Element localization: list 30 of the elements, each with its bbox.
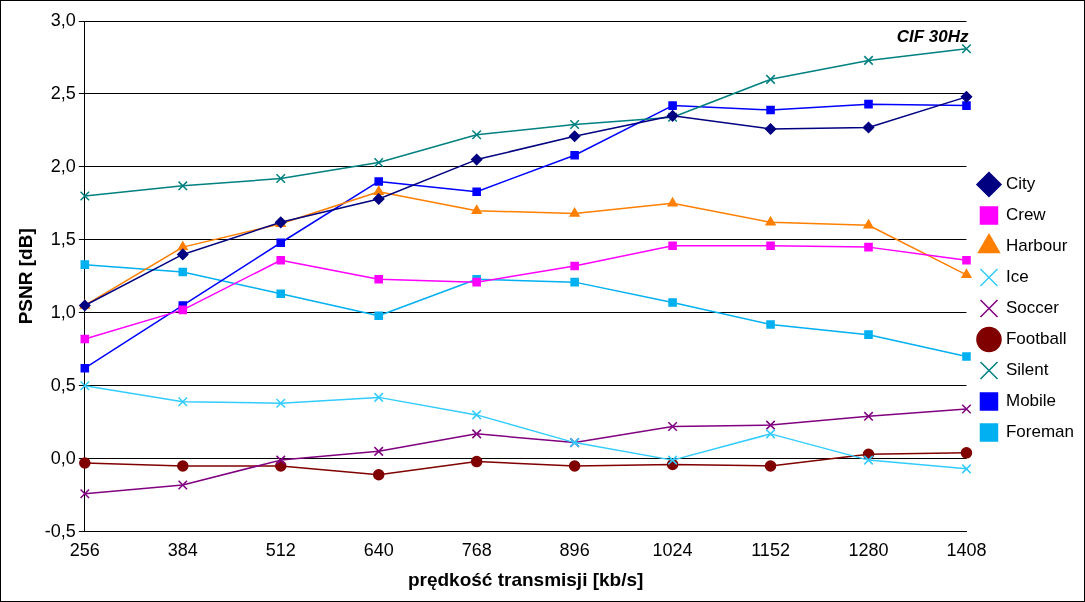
x-tick-label: 1280 — [848, 540, 889, 561]
y-tick-label: 0,0 — [50, 447, 76, 468]
y-axis-title: PSNR [dB] — [14, 228, 36, 325]
y-tick-label: 0,5 — [50, 374, 76, 395]
x-tick-label: 640 — [363, 540, 394, 561]
x-axis-title: prędkość transmisji [kb/s] — [407, 568, 644, 590]
chart-title: CIF 30Hz — [896, 27, 969, 47]
legend-label: Harbour — [1005, 236, 1068, 256]
legend-label: Football — [1005, 329, 1067, 349]
legend-label: Foreman — [1005, 422, 1075, 442]
x-tick-label: 896 — [559, 540, 590, 561]
legend-label: Soccer — [1005, 298, 1060, 318]
x-tick-label: 256 — [69, 540, 100, 561]
x-tick-label: 1024 — [652, 540, 693, 561]
x-tick-label: 384 — [167, 540, 198, 561]
legend-label: Mobile — [1005, 391, 1057, 411]
legend-label: Ice — [1005, 267, 1029, 287]
y-tick-label: -0,5 — [44, 520, 76, 541]
x-tick-label: 1152 — [751, 540, 790, 561]
y-tick-label: 1,0 — [50, 301, 76, 322]
legend-label: Silent — [1005, 360, 1049, 380]
x-tick-label: 768 — [461, 540, 492, 561]
legend-label: City — [1005, 174, 1036, 194]
y-tick-label: 3,0 — [50, 9, 76, 30]
legend-label: Crew — [1005, 205, 1047, 225]
x-tick-label: 1408 — [946, 540, 987, 561]
x-tick-label: 512 — [265, 540, 296, 561]
y-tick-label: 1,5 — [50, 228, 76, 249]
y-tick-label: 2,5 — [50, 82, 76, 103]
y-tick-label: 2,0 — [50, 155, 76, 176]
